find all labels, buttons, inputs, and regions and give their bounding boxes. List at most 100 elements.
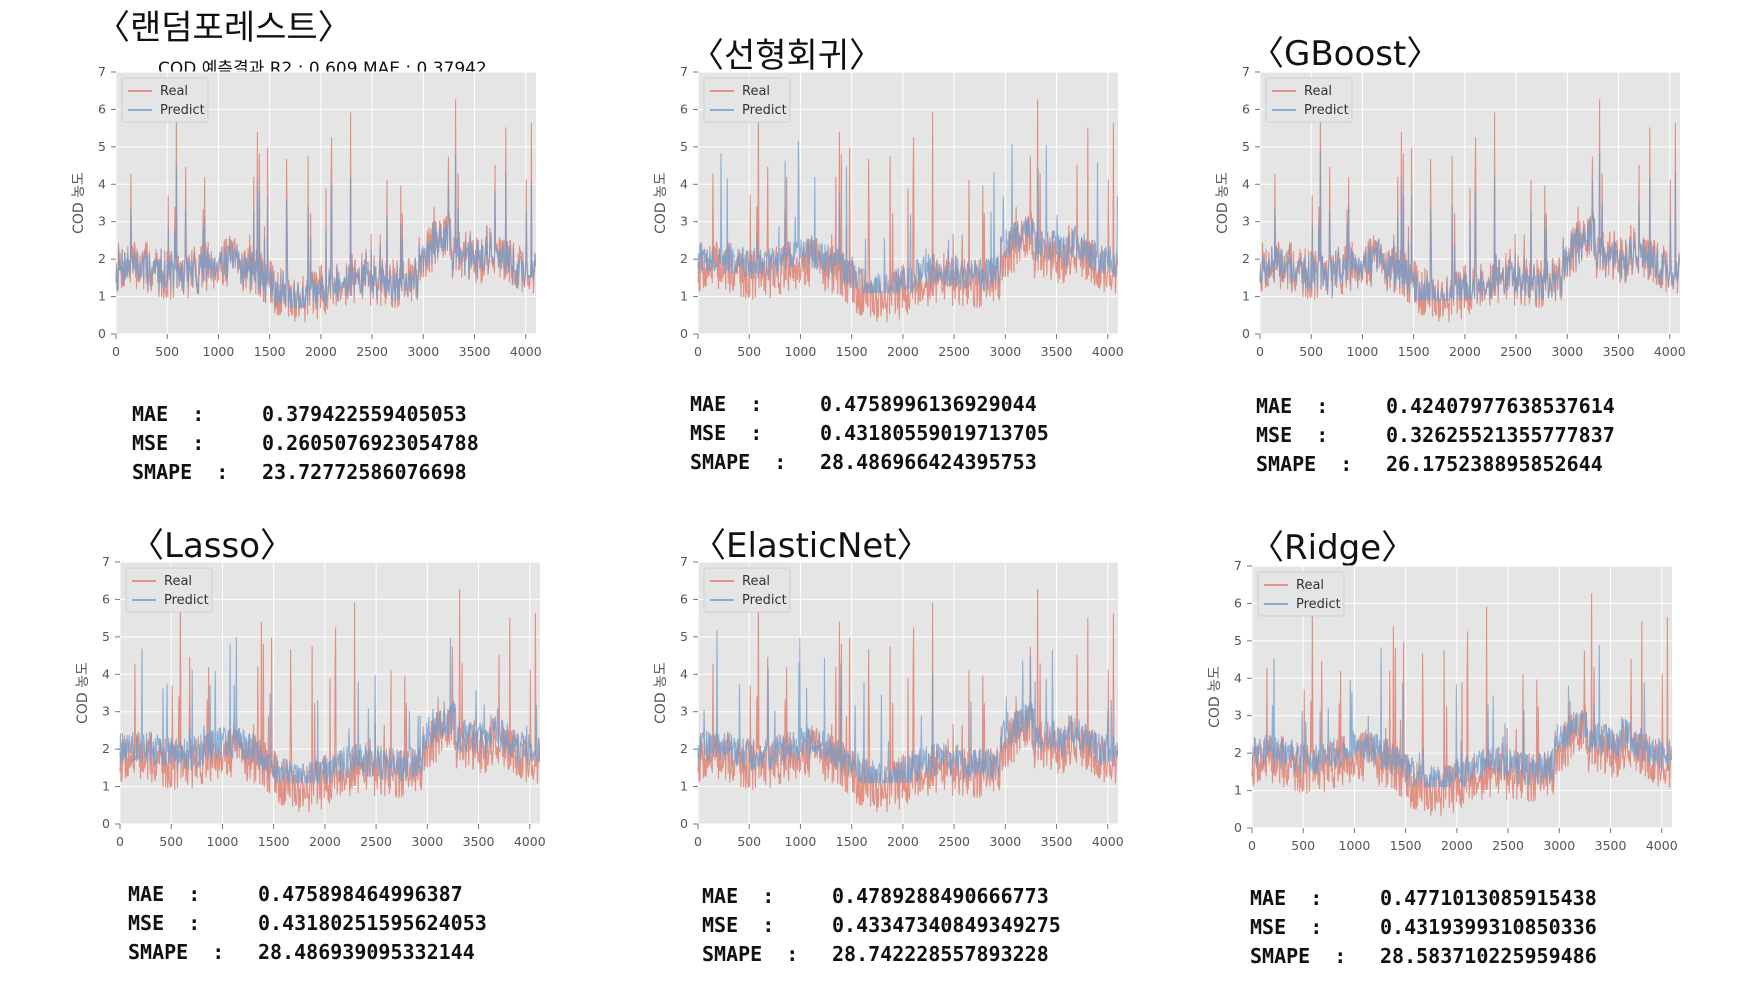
legend-label-predict: Predict bbox=[1304, 103, 1349, 118]
y-tick-label: 6 bbox=[102, 591, 110, 606]
mse-value: 0.43180251595624053 bbox=[258, 911, 487, 935]
y-tick-label: 7 bbox=[1242, 64, 1250, 79]
legend-box bbox=[1257, 571, 1345, 617]
series-predict-line bbox=[697, 140, 1119, 294]
series-predict-line bbox=[697, 630, 1119, 784]
x-tick-label: 2500 bbox=[356, 344, 388, 359]
x-tick-label: 500 bbox=[155, 344, 179, 359]
x-tick-label: 3000 bbox=[989, 344, 1021, 359]
legend-box bbox=[703, 77, 791, 123]
y-tick-label: 3 bbox=[680, 704, 688, 719]
y-tick-label: 4 bbox=[98, 176, 106, 191]
legend-label-predict: Predict bbox=[742, 593, 787, 608]
y-tick-label: 3 bbox=[1242, 214, 1250, 229]
y-tick-label: 0 bbox=[102, 816, 110, 831]
mae-label: MAE : bbox=[1250, 886, 1323, 910]
series-predict-line bbox=[1251, 644, 1673, 789]
y-tick-label: 5 bbox=[680, 629, 688, 644]
legend: Real Predict bbox=[703, 77, 791, 123]
x-tick-label: 3500 bbox=[459, 344, 491, 359]
series-predict-line bbox=[1259, 150, 1681, 303]
smape-value: 28.742228557893228 bbox=[832, 942, 1049, 966]
mae-value: 0.4789288490666773 bbox=[832, 884, 1049, 908]
smape-label: SMAPE : bbox=[1256, 452, 1353, 476]
legend-label-predict: Predict bbox=[160, 103, 205, 118]
mae-label: MAE : bbox=[1256, 394, 1329, 418]
legend-label-real: Real bbox=[1304, 84, 1332, 99]
x-tick-label: 0 bbox=[116, 834, 124, 849]
y-axis-label: COD 농도 bbox=[1207, 666, 1223, 728]
mse-label: MSE : bbox=[1250, 915, 1323, 939]
y-axis-label: COD 농도 bbox=[653, 662, 669, 724]
mse-value: 0.2605076923054788 bbox=[262, 431, 479, 455]
mse-value: 0.4319399310850336 bbox=[1380, 915, 1597, 939]
y-tick-label: 4 bbox=[1242, 176, 1250, 191]
y-tick-label: 7 bbox=[98, 64, 106, 79]
y-tick-label: 7 bbox=[1234, 558, 1242, 573]
x-tick-label: 4000 bbox=[514, 834, 546, 849]
metrics-rf: MAE : 0.379422559405053 MSE : 0.2605076923… bbox=[132, 400, 479, 487]
metrics-ridge: MAE : 0.4771013085915438 MSE : 0.431939931… bbox=[1250, 884, 1597, 971]
y-axis-label: COD 농도 bbox=[75, 662, 91, 724]
y-tick-label: 3 bbox=[98, 214, 106, 229]
smape-value: 23.72772586076698 bbox=[262, 460, 467, 484]
smape-label: SMAPE : bbox=[1250, 944, 1347, 968]
y-tick-label: 2 bbox=[98, 251, 106, 266]
x-tick-label: 3000 bbox=[411, 834, 443, 849]
x-tick-label: 0 bbox=[694, 344, 702, 359]
y-tick-label: 0 bbox=[1234, 820, 1242, 835]
x-tick-label: 500 bbox=[159, 834, 183, 849]
panel-title-lin: 〈선형회귀〉 bbox=[690, 36, 884, 76]
x-tick-label: 500 bbox=[1299, 344, 1323, 359]
chart-ridge: 0 1 2 3 4 5 6 7 0 500 1000 1500 2000 2500 3000 3500 4000… bbox=[1207, 558, 1678, 853]
series-predict-line bbox=[115, 154, 537, 309]
legend-box bbox=[125, 567, 213, 613]
mse-label: MSE : bbox=[690, 421, 763, 445]
x-tick-label: 1000 bbox=[203, 344, 235, 359]
y-tick-label: 2 bbox=[1234, 745, 1242, 760]
y-tick-label: 0 bbox=[98, 326, 106, 341]
chart-rf: 0 1 2 3 4 5 6 7 0 500 1000 1500 2000 2500 3000 3500 4000… bbox=[71, 64, 542, 359]
smape-value: 28.583710225959486 bbox=[1380, 944, 1597, 968]
x-tick-label: 3500 bbox=[1603, 344, 1635, 359]
x-tick-label: 2000 bbox=[887, 834, 919, 849]
x-tick-label: 1000 bbox=[207, 834, 239, 849]
mse-label: MSE : bbox=[1256, 423, 1329, 447]
legend: Real Predict bbox=[1257, 571, 1345, 617]
mae-value: 0.42407977638537614 bbox=[1386, 394, 1615, 418]
panel-title-enet: 〈ElasticNet〉 bbox=[692, 526, 931, 566]
mse-value: 0.43180559019713705 bbox=[820, 421, 1049, 445]
x-tick-label: 500 bbox=[1291, 838, 1315, 853]
y-tick-label: 3 bbox=[102, 704, 110, 719]
legend: Real Predict bbox=[125, 567, 213, 613]
y-tick-label: 6 bbox=[1234, 595, 1242, 610]
y-tick-label: 1 bbox=[102, 779, 110, 794]
y-tick-label: 0 bbox=[1242, 326, 1250, 341]
panel-title-rf: 〈랜덤포레스트〉 bbox=[96, 8, 352, 48]
x-tick-label: 1500 bbox=[836, 344, 868, 359]
y-tick-label: 3 bbox=[680, 214, 688, 229]
y-tick-label: 6 bbox=[1242, 101, 1250, 116]
y-tick-label: 6 bbox=[680, 101, 688, 116]
series-real-line bbox=[1251, 589, 1673, 817]
x-tick-label: 1000 bbox=[785, 834, 817, 849]
y-tick-label: 6 bbox=[680, 591, 688, 606]
x-tick-label: 0 bbox=[112, 344, 120, 359]
legend-label-real: Real bbox=[164, 574, 192, 589]
x-tick-label: 4000 bbox=[1092, 344, 1124, 359]
metrics-gb: MAE : 0.42407977638537614 MSE : 0.32625521… bbox=[1256, 392, 1615, 479]
mae-value: 0.379422559405053 bbox=[262, 402, 467, 426]
y-axis-label: COD 농도 bbox=[71, 172, 87, 234]
y-tick-label: 2 bbox=[1242, 251, 1250, 266]
y-axis-label: COD 농도 bbox=[1215, 172, 1231, 234]
y-tick-label: 2 bbox=[680, 741, 688, 756]
smape-label: SMAPE : bbox=[690, 450, 787, 474]
chart-gb: 0 1 2 3 4 5 6 7 0 500 1000 1500 2000 2500 3000 3500 4000… bbox=[1215, 64, 1686, 359]
legend: Real Predict bbox=[1265, 77, 1353, 123]
x-tick-label: 4000 bbox=[1646, 838, 1678, 853]
x-tick-label: 4000 bbox=[510, 344, 542, 359]
x-tick-label: 3500 bbox=[1041, 344, 1073, 359]
x-tick-label: 4000 bbox=[1654, 344, 1686, 359]
legend: Real Predict bbox=[121, 77, 209, 123]
y-tick-label: 1 bbox=[680, 289, 688, 304]
